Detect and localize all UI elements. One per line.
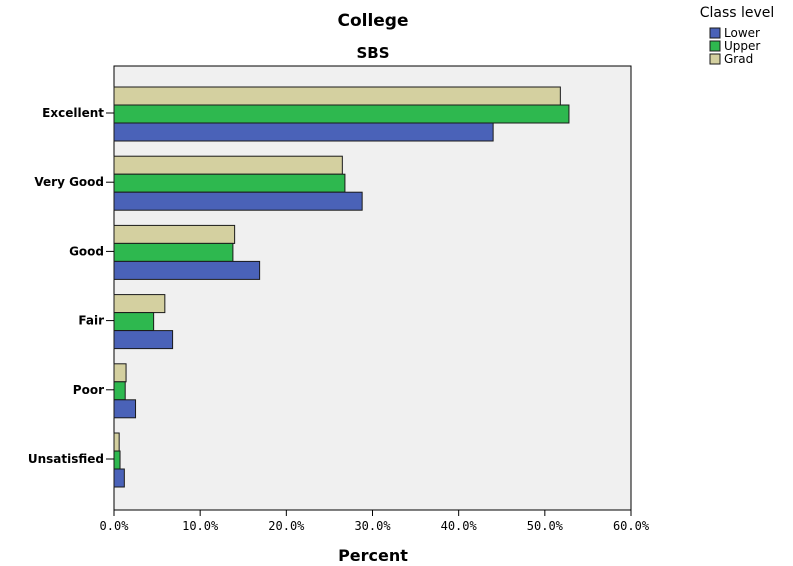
y-tick-label-poor: Poor	[73, 383, 104, 397]
chart-title: College	[337, 11, 408, 31]
y-axis: Excellent Very Good Good Fair Poor Unsatisfie…	[28, 106, 114, 466]
bar-upper-very-good	[113, 173, 346, 193]
x-axis-label: Percent	[338, 546, 408, 565]
legend-label-upper: Upper	[724, 39, 760, 53]
y-tick-label-fair: Fair	[78, 314, 104, 328]
x-tick-label: 40.0%	[441, 519, 478, 533]
y-tick-label-unsatisfied: Unsatisfied	[28, 452, 104, 466]
x-tick-label: 60.0%	[613, 519, 650, 533]
legend-swatch-grad	[709, 53, 721, 65]
bar-upper-unsatisfied	[113, 450, 121, 470]
x-tick-label: 50.0%	[527, 519, 564, 533]
legend-swatch-upper	[709, 40, 721, 52]
bar-lower-excellent	[113, 122, 494, 142]
bar-grad-fair	[113, 294, 166, 314]
y-tick-label-good: Good	[69, 244, 104, 258]
x-tick-label: 0.0%	[100, 519, 130, 533]
legend-label-lower: Lower	[724, 26, 760, 40]
bar-grad-poor	[113, 363, 127, 383]
x-tick-label: 30.0%	[354, 519, 391, 533]
bars-group	[113, 86, 570, 488]
bar-upper-excellent	[113, 104, 570, 124]
bar-upper-good	[113, 242, 234, 262]
bar-lower-good	[113, 260, 261, 280]
legend-swatch-lower	[709, 27, 721, 39]
bar-lower-very-good	[113, 191, 363, 211]
bar-lower-unsatisfied	[113, 468, 125, 488]
bar-grad-good	[113, 224, 236, 244]
bar-grad-excellent	[113, 86, 561, 106]
legend-label-grad: Grad	[724, 52, 753, 66]
legend-title: Class level	[700, 5, 775, 21]
x-tick-label: 10.0%	[182, 519, 219, 533]
bar-lower-poor	[113, 399, 137, 419]
bar-grad-very-good	[113, 155, 343, 175]
y-tick-label-excellent: Excellent	[42, 106, 104, 120]
x-tick-label: 20.0%	[268, 519, 305, 533]
bar-lower-fair	[113, 330, 174, 350]
bar-upper-fair	[113, 312, 155, 332]
chart-subtitle: SBS	[356, 44, 389, 62]
y-tick-label-very-good: Very Good	[34, 175, 104, 189]
bar-grad-unsatisfied	[113, 432, 120, 452]
bar-upper-poor	[113, 381, 126, 401]
x-axis: 0.0% 10.0% 20.0% 30.0% 40.0% 50.0% 60.0%	[100, 510, 650, 533]
